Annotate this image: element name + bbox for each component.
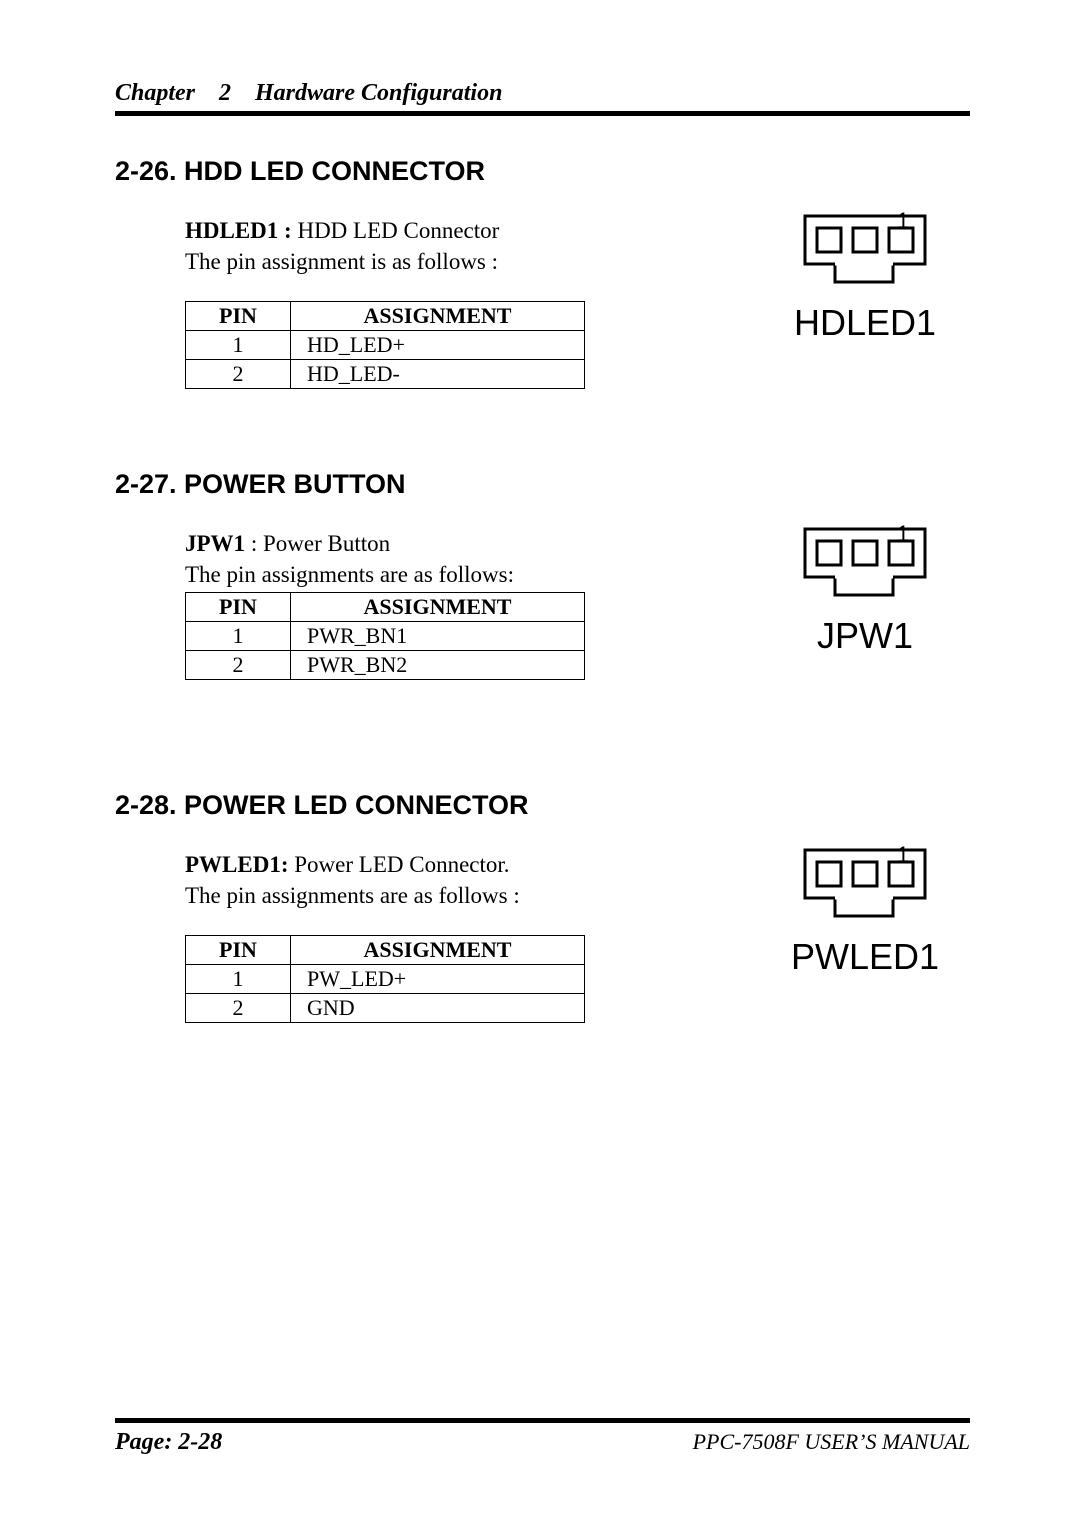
desc-line2: The pin assignments are as follows:: [185, 559, 650, 590]
connector-diagram: 1 JPW1: [760, 519, 970, 657]
diagram-label: HDLED1: [760, 302, 970, 344]
table-header-row: PIN ASSIGNMENT: [186, 936, 585, 965]
table-header-row: PIN ASSIGNMENT: [186, 593, 585, 622]
page-number: Page: 2-28: [115, 1429, 222, 1456]
table-header-row: PIN ASSIGNMENT: [186, 302, 585, 331]
page-footer: Page: 2-28 PPC-7508F USER’S MANUAL: [115, 1418, 970, 1456]
connector-icon: 1: [780, 840, 950, 930]
desc-line2: The pin assignments are as follows :: [185, 880, 650, 911]
connector-diagram: 1 HDLED1: [760, 206, 970, 344]
cell-assign: PW_LED+: [291, 965, 585, 994]
pin1-label: 1: [897, 842, 909, 867]
section-2-27: 2-27. POWER BUTTON JPW1 : Power Button T…: [115, 469, 970, 680]
footer-rule: [115, 1418, 970, 1423]
cell-pin: 1: [186, 622, 291, 651]
table-row: 1 PW_LED+: [186, 965, 585, 994]
connector-ident: HDLED1 : HDD LED Connector: [185, 215, 650, 246]
pin-table: PIN ASSIGNMENT 1 PW_LED+ 2 GND: [185, 935, 585, 1023]
section-title: 2-28. POWER LED CONNECTOR: [115, 790, 970, 821]
apostrophe: ’: [858, 1429, 865, 1454]
chapter-title: Hardware Configuration: [255, 80, 502, 106]
desc-line2: The pin assignment is as follows :: [185, 246, 650, 277]
manual-suffix: S MANUAL: [866, 1429, 971, 1454]
connector-ident: PWLED1: Power LED Connector.: [185, 849, 650, 880]
col-pin: PIN: [186, 302, 291, 331]
ident-bold: PWLED1:: [185, 852, 289, 877]
cell-assign: HD_LED+: [291, 331, 585, 360]
pin1-label: 1: [897, 521, 909, 546]
pin1-label: 1: [897, 208, 909, 233]
chapter-number: 2: [219, 80, 231, 106]
chapter-label: Chapter: [115, 80, 195, 106]
pin-table: PIN ASSIGNMENT 1 HD_LED+ 2 HD_LED-: [185, 301, 585, 389]
manual-label: PPC-7508F USER’S MANUAL: [693, 1429, 970, 1455]
col-assignment: ASSIGNMENT: [291, 302, 585, 331]
section-2-26: 2-26. HDD LED CONNECTOR HDLED1 : HDD LED…: [115, 156, 970, 389]
manual-prefix: PPC-7508F USER: [693, 1429, 859, 1454]
pin-table: PIN ASSIGNMENT 1 PWR_BN1 2 PWR_BN2: [185, 592, 585, 680]
col-pin: PIN: [186, 936, 291, 965]
table-row: 1 PWR_BN1: [186, 622, 585, 651]
diagram-label: PWLED1: [760, 936, 970, 978]
diagram-label: JPW1: [760, 615, 970, 657]
cell-assign: HD_LED-: [291, 360, 585, 389]
section-2-28: 2-28. POWER LED CONNECTOR PWLED1: Power …: [115, 790, 970, 1023]
cell-pin: 1: [186, 965, 291, 994]
ident-rest: HDD LED Connector: [292, 218, 500, 243]
chapter-header: Chapter 2 Hardware Configuration: [115, 80, 970, 107]
cell-pin: 2: [186, 994, 291, 1023]
cell-pin: 1: [186, 331, 291, 360]
cell-pin: 2: [186, 360, 291, 389]
col-assignment: ASSIGNMENT: [291, 936, 585, 965]
cell-pin: 2: [186, 651, 291, 680]
ident-bold: JPW1: [185, 531, 245, 556]
cell-assign: PWR_BN2: [291, 651, 585, 680]
col-pin: PIN: [186, 593, 291, 622]
table-row: 2 GND: [186, 994, 585, 1023]
section-title: 2-27. POWER BUTTON: [115, 469, 970, 500]
connector-icon: 1: [780, 206, 950, 296]
ident-rest: : Power Button: [245, 531, 390, 556]
connector-diagram: 1 PWLED1: [760, 840, 970, 978]
ident-bold: HDLED1 :: [185, 218, 292, 243]
connector-ident: JPW1 : Power Button: [185, 528, 650, 559]
ident-rest: Power LED Connector.: [289, 852, 510, 877]
table-row: 2 HD_LED-: [186, 360, 585, 389]
cell-assign: PWR_BN1: [291, 622, 585, 651]
col-assignment: ASSIGNMENT: [291, 593, 585, 622]
header-rule: [115, 111, 970, 116]
connector-icon: 1: [780, 519, 950, 609]
table-row: 1 HD_LED+: [186, 331, 585, 360]
section-title: 2-26. HDD LED CONNECTOR: [115, 156, 970, 187]
cell-assign: GND: [291, 994, 585, 1023]
table-row: 2 PWR_BN2: [186, 651, 585, 680]
